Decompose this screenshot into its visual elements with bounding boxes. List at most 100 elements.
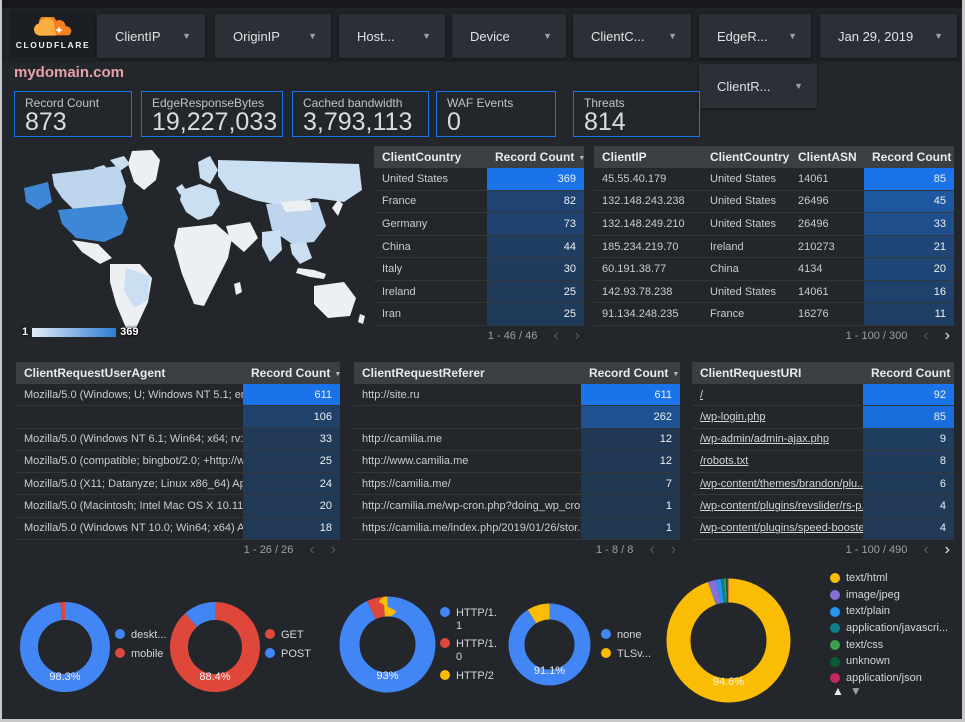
table-pagination: 1 - 100 / 300 ‹ ›: [594, 326, 954, 346]
record-count-cell: 25: [487, 280, 584, 303]
date-range-control[interactable]: Jan 29, 2019 ▼: [820, 14, 957, 58]
uri-link[interactable]: /: [700, 388, 704, 401]
legend-scroll-arrows: ▲ ▼: [832, 684, 862, 698]
table-cell: Iran: [382, 308, 401, 321]
prev-page-icon: ‹: [923, 541, 929, 558]
table-cell: Mozilla/5.0 (Windows NT 6.1; Win64; x64;…: [24, 433, 243, 446]
table-cell: United States: [382, 172, 449, 185]
table-row: https://camilia.me/7: [354, 473, 680, 496]
column-header-record-count[interactable]: Record Count▼: [495, 150, 584, 164]
record-count-cell: 92: [863, 384, 954, 406]
scorecard-value: 19,227,033: [152, 108, 278, 136]
filter-chip-host[interactable]: Host... ▼: [339, 14, 445, 58]
http-protocol-legend: HTTP/1.1 HTTP/1.0 HTTP/2: [440, 607, 502, 682]
legend-dot-icon: [830, 573, 840, 584]
next-page-icon: ›: [330, 541, 336, 558]
next-page-icon[interactable]: ›: [944, 541, 950, 558]
table-cell: 45.55.40.179: [602, 172, 667, 185]
table-cell: Mozilla/5.0 (Windows NT 10.0; Win64; x64…: [24, 522, 243, 535]
filter-chip-clientrequest[interactable]: ClientR... ▼: [699, 64, 817, 108]
table-cell: /: [692, 389, 863, 401]
scorecard-value: 3,793,113: [303, 108, 413, 136]
scorecard-cached-bandwidth: Cached bandwidth 3,793,113: [292, 91, 429, 137]
table-cell: 210273: [798, 240, 835, 253]
column-header-record-count[interactable]: Record Count▼: [872, 150, 952, 164]
legend-dot-icon: [115, 647, 125, 658]
column-header-clientrequesturi[interactable]: ClientRequestURI: [700, 366, 802, 380]
world-map-svg[interactable]: [14, 146, 367, 331]
uri-link[interactable]: /wp-admin/admin-ajax.php: [700, 433, 830, 446]
donut-slice-texthtml[interactable]: [666, 578, 791, 703]
legend-scroll-up-icon[interactable]: ▲: [832, 684, 844, 698]
uri-link[interactable]: /wp-content/themes/brandon/plu...: [700, 477, 863, 490]
legend-item: none: [601, 629, 651, 642]
legend-label: GET: [281, 629, 304, 641]
donut-slice-post[interactable]: [170, 602, 260, 692]
donut-slice-tlsv[interactable]: [508, 603, 591, 686]
column-header-clientrequestuseragent[interactable]: ClientRequestUserAgent: [24, 366, 166, 380]
record-count-cell: 611: [581, 384, 680, 406]
record-count-cell: 7: [581, 473, 680, 495]
record-count-cell: 262: [581, 406, 680, 428]
chevron-down-icon: ▼: [794, 81, 803, 91]
uri-link[interactable]: /robots.txt: [700, 455, 749, 468]
table-cell: France: [382, 195, 417, 208]
filter-chip-device[interactable]: Device ▼: [452, 14, 566, 58]
scorecard-waf-events: WAF Events 0: [436, 91, 556, 137]
table-row: /wp-content/plugins/revslider/rs-p... 4: [692, 495, 954, 518]
record-count-cell: 1: [581, 517, 680, 539]
legend-label: none: [617, 629, 642, 641]
column-header-clientcountry[interactable]: ClientCountry: [382, 150, 462, 164]
donut-slice-mobile[interactable]: [20, 602, 110, 692]
table-pagination: 1 - 100 / 490 ‹ ›: [692, 540, 954, 560]
scorecard-label: Threats: [584, 96, 625, 110]
scorecard-label: WAF Events: [447, 96, 514, 110]
column-header-record-count[interactable]: Record Count▼: [589, 366, 680, 380]
table-row: /wp-content/plugins/speed-booste... 4: [692, 517, 954, 540]
table-row: Mozilla/5.0 (compatible; bingbot/2.0; +h…: [16, 450, 340, 474]
window-top-strip: [2, 0, 962, 8]
donut-percent-label: 98.3%: [49, 671, 81, 683]
http-method-donut: 88.4%: [167, 599, 263, 695]
legend-dot-icon: [830, 656, 840, 667]
legend-item: image/jpeg: [830, 589, 948, 602]
chevron-down-icon: ▼: [934, 31, 943, 41]
legend-item: HTTP/1.0: [440, 638, 502, 663]
column-header-record-count[interactable]: Record Count▼: [251, 366, 340, 380]
filter-chip-clientip[interactable]: ClientIP ▼: [97, 14, 205, 58]
table-row: https://camilia.me/index.php/2019/01/26/…: [354, 517, 680, 540]
uri-link[interactable]: /wp-content/plugins/speed-booste...: [700, 522, 863, 535]
table-clientrequestuseragent: ClientRequestUserAgent Record Count ▼ Mozil…: [16, 362, 340, 560]
table-row: Ireland 25: [374, 280, 584, 304]
table-row: http://site.ru 611: [354, 384, 680, 407]
table-cell: http://camilia.me/wp-cron.php?doing_wp_c…: [362, 500, 581, 513]
uri-link[interactable]: /wp-content/plugins/revslider/rs-p...: [700, 500, 863, 513]
table-row: Mozilla/5.0 (Windows; U; Windows NT 5.1;…: [16, 384, 340, 407]
table-row: Germany 73: [374, 213, 584, 236]
filter-chip-clientc[interactable]: ClientC... ▼: [573, 14, 691, 58]
next-page-icon[interactable]: ›: [944, 327, 950, 344]
sort-desc-icon: ▼: [334, 371, 340, 378]
uri-link[interactable]: /wp-login.php: [700, 410, 766, 423]
column-header-clientrequestreferer[interactable]: ClientRequestReferer: [362, 366, 485, 380]
legend-label: mobile: [131, 647, 164, 660]
legend-scroll-down-icon[interactable]: ▼: [849, 684, 862, 698]
column-header-record-count[interactable]: Record Count▼: [871, 366, 951, 380]
column-header-clientcountry[interactable]: ClientCountry: [710, 150, 790, 164]
donut-slice-http2[interactable]: [339, 596, 436, 693]
column-header-clientasn[interactable]: ClientASN: [798, 150, 857, 164]
cloudflare-cloud-icon: [34, 17, 72, 36]
donut-percent-label: 94.6%: [712, 676, 745, 688]
filter-chip-edger[interactable]: EdgeR... ▼: [699, 14, 811, 58]
record-count-cell: 33: [243, 428, 340, 450]
column-header-clientip[interactable]: ClientIP: [602, 150, 647, 164]
table-cell: /wp-content/themes/brandon/plu...: [692, 478, 863, 490]
table-cell: China: [382, 240, 411, 253]
table-pagination: 1 - 8 / 8 ‹ ›: [354, 540, 680, 560]
legend-label: application/json: [846, 671, 922, 684]
world-map[interactable]: 1 369: [14, 146, 367, 346]
filter-chip-originip[interactable]: OriginIP ▼: [215, 14, 331, 58]
scorecard-edgeresponsebytes: EdgeResponseBytes 19,227,033: [141, 91, 283, 137]
table-row: Mozilla/5.0 (Windows NT 6.1; Win64; x64;…: [16, 428, 340, 451]
table-row: France 82: [374, 190, 584, 214]
